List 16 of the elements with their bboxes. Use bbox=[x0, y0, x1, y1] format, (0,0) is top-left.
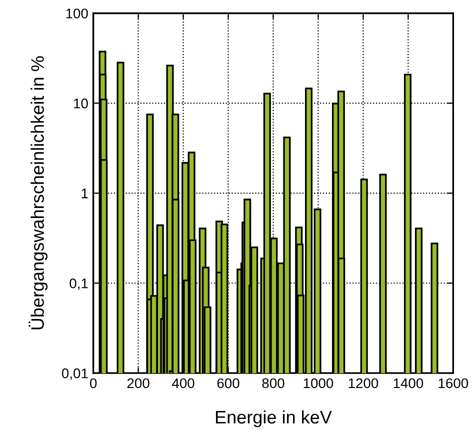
y-tick-label: 1 bbox=[82, 188, 88, 198]
x-tick-label: 400 bbox=[172, 378, 194, 388]
x-axis-title: Energie in keV bbox=[216, 410, 332, 428]
x-tick-label: 0 bbox=[90, 378, 97, 388]
y-axis-title: Übergangswahrscheinlichkeit in % bbox=[28, 56, 48, 330]
x-tick-label: 600 bbox=[217, 378, 240, 388]
x-tick-label: 800 bbox=[262, 378, 284, 388]
x-tick-label: 1000 bbox=[304, 378, 334, 388]
x-tick-label: 1200 bbox=[348, 378, 378, 388]
y-tick-label: 100 bbox=[66, 8, 88, 18]
x-tick-label: 1400 bbox=[394, 378, 424, 388]
y-tick-label: 10 bbox=[74, 98, 88, 108]
x-tick-label: 200 bbox=[127, 378, 150, 388]
x-tick-label: 1600 bbox=[438, 378, 468, 388]
y-tick-label: 0,01 bbox=[62, 368, 88, 380]
y-tick-label: 0,1 bbox=[70, 278, 88, 290]
